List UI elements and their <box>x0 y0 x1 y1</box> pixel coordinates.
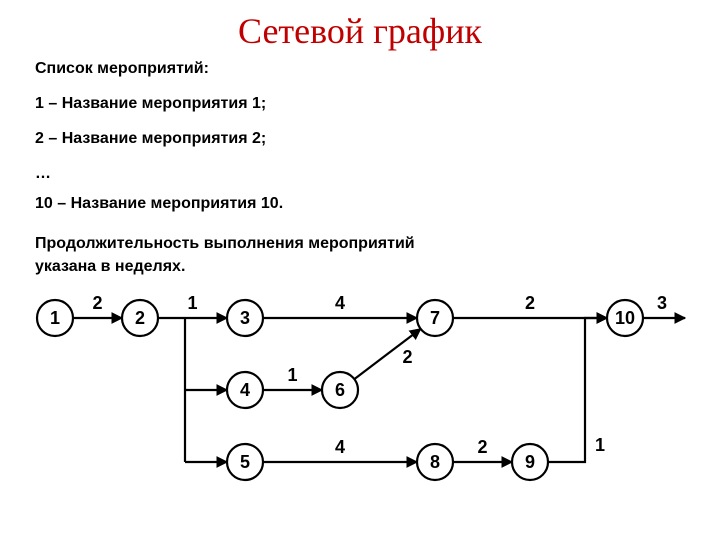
text-line: Продолжительность выполнения мероприятий <box>35 235 415 253</box>
network-node-label: 8 <box>430 452 440 472</box>
edge-label: 2 <box>477 437 487 457</box>
edge-label: 1 <box>595 435 605 455</box>
edge-label: 1 <box>287 365 297 385</box>
text-line: 10 – Название мероприятия 10. <box>35 195 283 213</box>
network-node-label: 7 <box>430 308 440 328</box>
edge-label: 3 <box>657 293 667 313</box>
network-node-label: 3 <box>240 308 250 328</box>
edge-label: 2 <box>402 347 412 367</box>
text-line: 1 – Название мероприятия 1; <box>35 95 266 113</box>
network-node-label: 2 <box>135 308 145 328</box>
network-node-label: 10 <box>615 308 635 328</box>
edge-label: 2 <box>92 293 102 313</box>
network-node-label: 5 <box>240 452 250 472</box>
network-diagram: 2 1 4 2 1 2 4 2 1 3 1 2 3 4 5 6 7 8 9 10 <box>30 290 710 520</box>
edge-label: 4 <box>335 437 345 457</box>
edge-label: 2 <box>525 293 535 313</box>
page-title: Сетевой график <box>0 10 720 52</box>
text-line: Список мероприятий: <box>35 60 209 78</box>
network-node-label: 6 <box>335 380 345 400</box>
edge-label: 4 <box>335 293 345 313</box>
text-line: 2 – Название мероприятия 2; <box>35 130 266 148</box>
network-node-label: 1 <box>50 308 60 328</box>
text-line: указана в неделях. <box>35 258 185 276</box>
network-node-label: 9 <box>525 452 535 472</box>
network-node-label: 4 <box>240 380 250 400</box>
text-line: … <box>35 165 51 183</box>
edge-label: 1 <box>187 293 197 313</box>
